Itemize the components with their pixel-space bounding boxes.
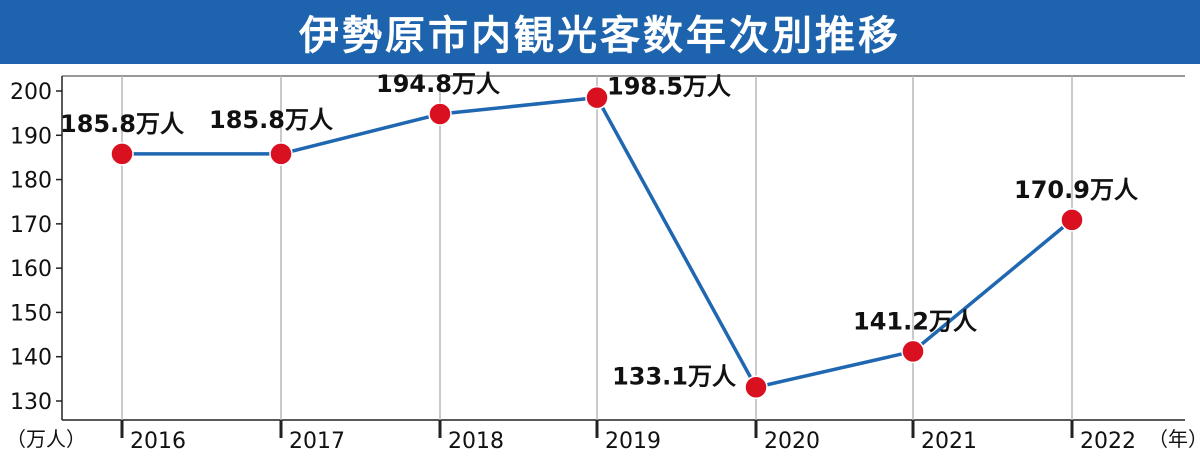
x-tick-label: 2020 — [764, 429, 820, 454]
data-label: 198.5万人 — [607, 73, 731, 101]
y-tick-label: 160 — [10, 257, 52, 282]
data-label: 141.2万人 — [853, 307, 977, 335]
x-tick-label: 2019 — [605, 429, 661, 454]
data-label: 170.9万人 — [1014, 176, 1138, 204]
y-tick-label: 190 — [10, 124, 52, 149]
x-tick-label: 2016 — [130, 429, 186, 454]
x-tick-label: 2018 — [448, 429, 504, 454]
data-label: 185.8万人 — [209, 106, 333, 134]
data-point-marker — [1060, 208, 1084, 232]
data-label: 133.1万人 — [612, 362, 736, 390]
x-unit-label: （年） — [1148, 427, 1200, 451]
y-tick-label: 130 — [10, 390, 52, 415]
data-label: 185.8万人 — [60, 110, 184, 138]
data-label: 194.8万人 — [376, 70, 500, 98]
chart-title-bar: 伊勢原市内観光客数年次別推移 — [0, 0, 1200, 64]
y-unit-label: （万人） — [6, 427, 86, 451]
chart-title: 伊勢原市内観光客数年次別推移 — [299, 13, 901, 59]
data-point-marker — [428, 102, 452, 126]
x-tick-label: 2022 — [1080, 429, 1136, 454]
y-tick-label: 150 — [10, 301, 52, 326]
y-tick-label: 200 — [10, 80, 52, 105]
data-point-marker — [269, 142, 293, 166]
data-point-marker — [585, 85, 609, 110]
data-point-marker — [744, 375, 768, 400]
data-point-marker — [110, 142, 134, 166]
y-tick-label: 170 — [10, 213, 52, 238]
y-tick-label: 180 — [10, 169, 52, 194]
x-tick-label: 2021 — [921, 429, 977, 454]
y-tick-label: 140 — [10, 346, 52, 371]
data-point-marker — [901, 339, 925, 364]
x-tick-label: 2017 — [289, 429, 345, 454]
